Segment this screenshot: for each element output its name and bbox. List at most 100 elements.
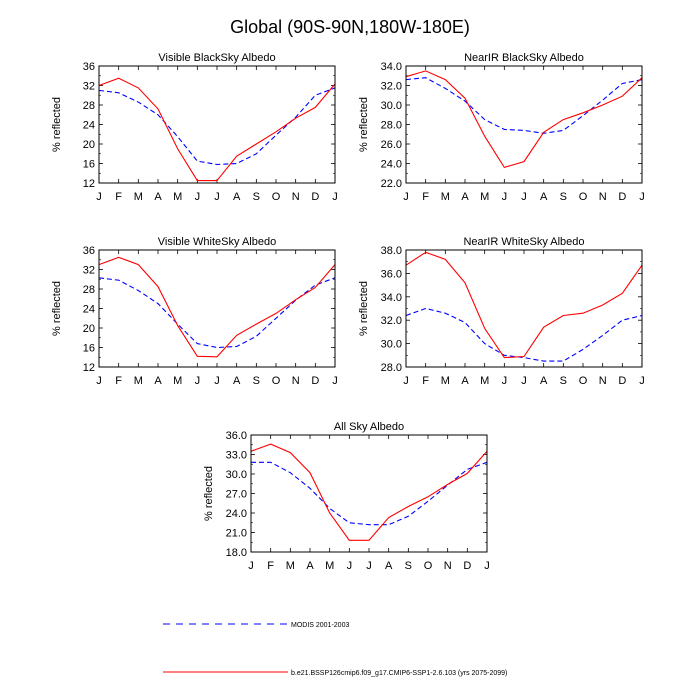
x-tick-label: A [540, 191, 548, 203]
x-tick-label: J [332, 375, 338, 387]
x-tick-label: S [253, 375, 260, 387]
x-tick-label: O [272, 191, 281, 203]
x-tick-label: J [332, 191, 338, 203]
panel-title: NearIR WhiteSky Albedo [463, 236, 584, 248]
x-tick-label: S [253, 191, 260, 203]
y-tick-label: 24.0 [381, 159, 402, 171]
panel-4: NearIR WhiteSky Albedo % reflected 28.0 30.… [358, 236, 645, 387]
x-tick-label: M [286, 560, 295, 572]
x-tick-label: A [154, 191, 162, 203]
y-tick-label: 36 [83, 245, 95, 257]
x-tick-label: J [347, 560, 353, 572]
y-tick-label: 18.0 [226, 547, 247, 559]
x-tick-label: M [173, 191, 182, 203]
x-tick-label: J [214, 191, 220, 203]
series-line-modis [251, 461, 488, 526]
x-tick-label: F [267, 560, 274, 572]
x-tick-label: J [195, 375, 201, 387]
panel-title: All Sky Albedo [334, 421, 404, 433]
x-tick-label: A [385, 560, 393, 572]
panel-title: Visible WhiteSky Albedo [158, 236, 276, 248]
x-tick-label: J [403, 375, 409, 387]
plot-frame [98, 65, 336, 184]
x-tick-label: M [134, 191, 143, 203]
y-tick-label: 30.0 [381, 339, 402, 351]
y-axis-label: % reflected [51, 97, 63, 152]
y-tick-label: 16 [83, 343, 95, 355]
y-tick-label: 21.0 [226, 528, 247, 540]
legend-model-label: b.e21.BSSP126cmip6.f09_g17.CMIP6-SSP1-2.… [291, 670, 507, 677]
x-tick-label: F [115, 375, 122, 387]
y-tick-label: 36 [83, 61, 95, 73]
x-tick-label: M [441, 191, 450, 203]
series-line-modis [405, 307, 643, 362]
y-tick-label: 34.0 [381, 292, 402, 304]
y-tick-label: 12 [83, 362, 95, 374]
x-tick-label: A [233, 191, 241, 203]
x-tick-label: O [579, 191, 588, 203]
y-tick-label: 32 [83, 81, 95, 93]
x-tick-label: J [96, 191, 102, 203]
x-tick-label: S [560, 191, 567, 203]
series-line-model [98, 77, 336, 182]
x-tick-label: N [292, 191, 300, 203]
panel-1: Visible BlackSky Albedo % reflected 12 16 20… [51, 52, 338, 203]
x-tick-label: J [195, 191, 201, 203]
x-tick-label: S [560, 375, 567, 387]
x-tick-label: A [461, 375, 469, 387]
y-tick-label: 28 [83, 284, 95, 296]
legend: MODIS 2001-2003 b.e21.BSSP126cmip6.f09_g… [163, 622, 507, 677]
x-tick-label: F [115, 191, 122, 203]
y-tick-label: 20 [83, 139, 95, 151]
panel-title: NearIR BlackSky Albedo [464, 52, 584, 64]
y-tick-label: 34.0 [381, 61, 402, 73]
x-tick-label: J [639, 375, 645, 387]
y-tick-label: 30.0 [381, 100, 402, 112]
x-tick-label: D [311, 191, 319, 203]
x-tick-label: J [502, 375, 508, 387]
plot-frame [250, 434, 488, 553]
x-tick-label: A [540, 375, 548, 387]
y-tick-label: 12 [83, 178, 95, 190]
x-tick-label: N [444, 560, 452, 572]
x-tick-label: J [248, 560, 254, 572]
y-tick-label: 24 [83, 120, 95, 132]
y-tick-label: 36.0 [226, 430, 247, 442]
x-tick-label: D [311, 375, 319, 387]
y-tick-label: 24 [83, 304, 95, 316]
y-tick-label: 33.0 [226, 450, 247, 462]
x-tick-label: F [422, 375, 429, 387]
legend-modis-label: MODIS 2001-2003 [291, 622, 349, 629]
panel-5: All Sky Albedo % reflected 18.0 21.0 24.0 27.… [203, 421, 490, 572]
x-tick-label: J [502, 191, 508, 203]
y-tick-label: 22.0 [381, 178, 402, 190]
panel-2: NearIR BlackSky Albedo % reflected 22.0 24.… [358, 52, 645, 203]
x-tick-label: J [403, 191, 409, 203]
chart-panels: Visible BlackSky Albedo % reflected 12 16 20… [51, 52, 645, 572]
x-tick-label: N [599, 191, 607, 203]
plot-frame [98, 249, 336, 368]
x-tick-label: M [134, 375, 143, 387]
y-axis-label: % reflected [203, 466, 215, 521]
y-axis-label: % reflected [358, 97, 370, 152]
y-tick-label: 28 [83, 100, 95, 112]
x-tick-label: J [521, 375, 527, 387]
plot-frame [405, 249, 643, 368]
x-tick-label: A [461, 191, 469, 203]
figure-title: Global (90S-90N,180W-180E) [230, 17, 470, 37]
series-line-model [405, 251, 643, 359]
y-tick-label: 16 [83, 159, 95, 171]
series-line-model [98, 256, 336, 358]
x-tick-label: M [173, 375, 182, 387]
y-tick-label: 20 [83, 323, 95, 335]
y-tick-label: 38.0 [381, 245, 402, 257]
x-tick-label: M [480, 375, 489, 387]
x-tick-label: A [154, 375, 162, 387]
x-tick-label: N [292, 375, 300, 387]
series-line-modis [405, 77, 643, 134]
y-tick-label: 32 [83, 265, 95, 277]
y-tick-label: 28.0 [381, 362, 402, 374]
series-line-modis [98, 277, 336, 349]
series-line-model [250, 443, 488, 541]
